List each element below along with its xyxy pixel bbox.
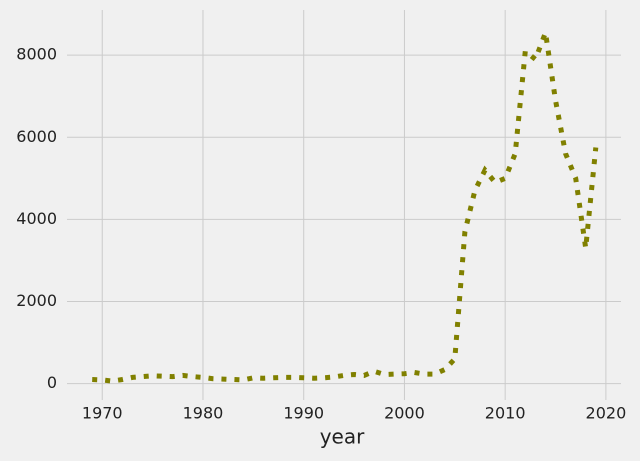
y-tick-label: 0 (47, 373, 57, 392)
x-axis-label: year (320, 425, 365, 449)
x-tick-label: 2020 (586, 404, 627, 423)
y-tick-label: 6000 (16, 127, 57, 146)
x-tick-label: 2010 (485, 404, 526, 423)
y-tick-label: 2000 (16, 291, 57, 310)
x-tick-label: 1980 (183, 404, 224, 423)
y-tick-label: 4000 (16, 209, 57, 228)
y-tick-label: 8000 (16, 45, 57, 64)
x-tick-label: 2000 (384, 404, 425, 423)
x-tick-label: 1990 (283, 404, 324, 423)
x-tick-label: 1970 (82, 404, 123, 423)
